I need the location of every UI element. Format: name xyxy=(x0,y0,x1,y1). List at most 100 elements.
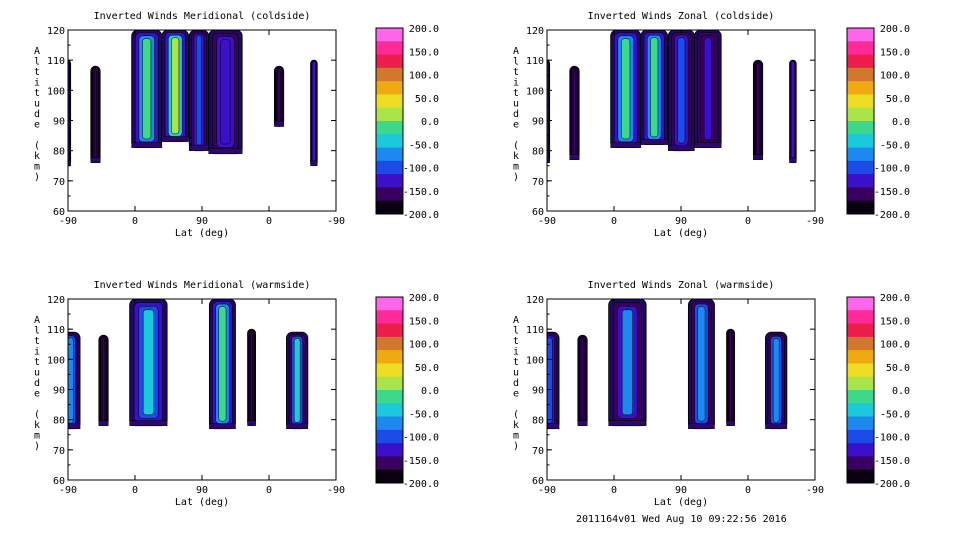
y-tick-label: 60 xyxy=(532,207,544,218)
colorbar-swatch xyxy=(376,41,403,56)
colorbar-label: 100.0 xyxy=(409,340,439,351)
contour-band xyxy=(161,136,189,142)
x-tick-label: 0 xyxy=(132,485,138,496)
contour-band xyxy=(68,337,74,424)
colorbar-swatch xyxy=(376,363,403,378)
contour-band xyxy=(547,337,553,424)
colorbar-swatch xyxy=(847,456,874,471)
y-tick-label: 120 xyxy=(47,295,65,306)
x-tick-label: 90 xyxy=(675,485,687,496)
contour-band xyxy=(572,68,577,158)
contour-band xyxy=(547,61,549,162)
x-tick-label: -90 xyxy=(806,485,824,496)
colorbar-swatch xyxy=(376,297,403,311)
contour-band xyxy=(93,68,98,161)
colorbar-label: 50.0 xyxy=(415,363,439,374)
colorbar-label: 150.0 xyxy=(880,47,910,58)
colorbar-swatch xyxy=(847,107,874,122)
colorbar-label: 50.0 xyxy=(415,94,439,105)
contour-band xyxy=(726,420,735,426)
contour-band xyxy=(580,337,585,424)
contour-band xyxy=(765,423,788,429)
contour-band xyxy=(729,331,732,424)
x-tick-label: 0 xyxy=(132,216,138,227)
colorbar: 200.0 150.0 100.0 50.0 0.0 -50.0 -100.0 -150.0 -… xyxy=(846,293,910,490)
colorbar-swatch xyxy=(376,147,403,162)
x-tick-label: 0 xyxy=(745,485,751,496)
colorbar-label: -200.0 xyxy=(874,210,910,221)
colorbar-swatch xyxy=(376,429,403,444)
colorbar-swatch xyxy=(847,147,874,162)
colorbar-swatch xyxy=(847,160,874,175)
x-tick-label: -90 xyxy=(806,216,824,227)
colorbar-label: 150.0 xyxy=(409,316,439,327)
colorbar-label: 0.0 xyxy=(892,386,910,397)
colorbar-label: 0.0 xyxy=(421,117,439,128)
colorbar-frame xyxy=(375,296,404,484)
colorbar-label: 100.0 xyxy=(409,71,439,82)
x-tick-label: 90 xyxy=(675,216,687,227)
x-tick-label: -90 xyxy=(538,485,556,496)
colorbar: 200.0 150.0 100.0 50.0 0.0 -50.0 -100.0 -150.0 -… xyxy=(375,293,439,490)
colorbar-swatch xyxy=(376,160,403,175)
colorbar-swatch xyxy=(376,200,403,215)
colorbar-label: -100.0 xyxy=(403,433,439,444)
colorbar-label: 100.0 xyxy=(880,71,910,82)
colorbar-label: 150.0 xyxy=(880,316,910,327)
colorbar-label: 200.0 xyxy=(409,24,439,35)
contour-band xyxy=(621,38,631,140)
colorbar-swatch xyxy=(847,376,874,391)
colorbar-swatch xyxy=(847,94,874,109)
colorbar-swatch xyxy=(847,403,874,418)
colorbar-label: 150.0 xyxy=(409,47,439,58)
colorbar-label: 50.0 xyxy=(886,94,910,105)
y-tick-label: 100 xyxy=(47,86,65,97)
contour-band xyxy=(650,37,659,138)
colorbar-label: 200.0 xyxy=(880,24,910,35)
x-tick-label: -90 xyxy=(59,485,77,496)
contour-band xyxy=(209,423,236,429)
y-tick-label: 100 xyxy=(526,86,544,97)
x-tick-label: 0 xyxy=(745,216,751,227)
contour-band xyxy=(608,420,647,426)
colorbar-swatch xyxy=(847,41,874,56)
x-tick-label: -90 xyxy=(327,216,345,227)
colorbar-swatch xyxy=(376,376,403,391)
colorbar-swatch xyxy=(376,456,403,471)
contour-band xyxy=(697,306,706,422)
contour-band xyxy=(703,37,712,141)
contour-band xyxy=(220,39,231,145)
colorbar-label: 200.0 xyxy=(880,293,910,304)
contour-band xyxy=(756,62,760,158)
chart-panel-2: Inverted Winds Zonal (coldside) 60 70 80 90 1… xyxy=(513,11,910,239)
contour-band xyxy=(274,121,284,127)
colorbar-swatch xyxy=(847,363,874,378)
colorbar-swatch xyxy=(376,469,403,484)
colorbar-swatch xyxy=(847,54,874,69)
colorbar-swatch xyxy=(376,187,403,202)
colorbar-swatch xyxy=(376,350,403,364)
x-axis-label: Lat (deg) xyxy=(654,228,708,239)
x-axis-label: Lat (deg) xyxy=(654,497,708,508)
colorbar: 200.0 150.0 100.0 50.0 0.0 -50.0 -100.0 -150.0 -… xyxy=(375,24,439,221)
colorbar: 200.0 150.0 100.0 50.0 0.0 -50.0 -100.0 -150.0 -… xyxy=(846,24,910,221)
y-tick-label: 110 xyxy=(47,325,65,336)
colorbar-swatch xyxy=(376,443,403,457)
colorbar-swatch xyxy=(847,121,874,135)
run-stamp: 2011164v01 Wed Aug 10 09:22:56 2016 xyxy=(576,514,787,525)
contour-band xyxy=(694,142,722,148)
data-strips xyxy=(547,30,797,164)
contour-band xyxy=(547,423,560,429)
colorbar-label: -150.0 xyxy=(403,456,439,467)
colorbar-label: 0.0 xyxy=(892,117,910,128)
colorbar-label: -200.0 xyxy=(403,479,439,490)
contour-band xyxy=(569,154,580,160)
y-tick-label: 120 xyxy=(526,295,544,306)
contour-band xyxy=(547,157,550,163)
contour-band xyxy=(68,160,71,166)
colorbar-label: -150.0 xyxy=(403,187,439,198)
colorbar-swatch xyxy=(376,94,403,109)
colorbar-swatch xyxy=(847,134,874,149)
